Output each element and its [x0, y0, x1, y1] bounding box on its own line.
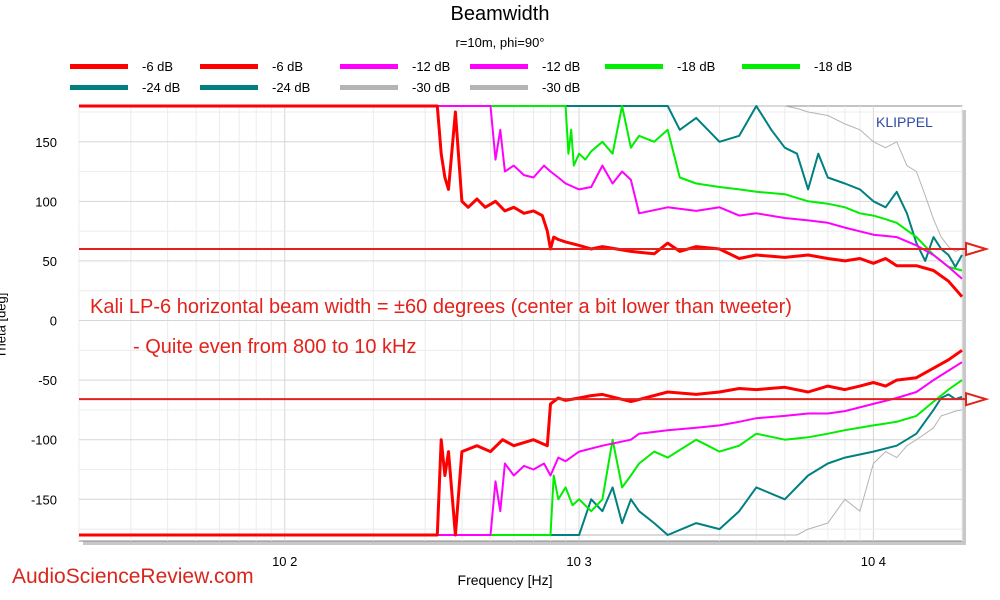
annotation-beam-width: Kali LP-6 horizontal beam width = ±60 de… [90, 296, 792, 318]
y-tick-label: 100 [35, 194, 57, 209]
y-tick-label: -50 [38, 373, 57, 388]
x-tick-label: 10 3 [566, 554, 591, 569]
legend: -6 dB -6 dB -12 dB -12 dB -18 dB -18 dB -24 dB… [70, 58, 950, 100]
legend-label: -12 dB [412, 59, 451, 74]
legend-swatch [70, 85, 128, 90]
legend-swatch [470, 85, 528, 90]
legend-label: -24 dB [142, 80, 181, 95]
legend-swatch [470, 64, 528, 69]
series-line [79, 105, 963, 280]
legend-swatch [605, 64, 663, 69]
x-tick-label: 10 4 [861, 554, 886, 569]
series-line [79, 105, 963, 268]
legend-swatch [70, 64, 128, 69]
series-line [79, 105, 963, 252]
legend-label: -30 dB [412, 80, 451, 95]
chart-title: Beamwidth [450, 3, 550, 25]
klippel-watermark: KLIPPEL [876, 114, 933, 130]
y-tick-label: 150 [35, 135, 57, 150]
y-tick-label: 50 [43, 254, 57, 269]
y-tick-label: -150 [31, 492, 57, 507]
legend-swatch [742, 64, 800, 69]
site-watermark: AudioScienceReview.com [12, 565, 254, 588]
x-tick-label: 10 2 [272, 554, 297, 569]
x-axis-label: Frequency [Hz] [457, 572, 553, 588]
legend-swatch [200, 64, 258, 69]
series-line [79, 104, 964, 298]
legend-label: -18 dB [814, 59, 853, 74]
series-line [79, 393, 963, 536]
legend-label: -24 dB [272, 80, 311, 95]
chart-subtitle: r=10m, phi=90° [455, 35, 545, 50]
reference-arrow [965, 241, 990, 257]
series-line [79, 379, 963, 536]
series-line [79, 409, 963, 536]
legend-swatch [340, 64, 398, 69]
series-line [79, 361, 963, 536]
y-tick-label: -100 [31, 433, 57, 448]
legend-swatch [200, 85, 258, 90]
legend-label: -12 dB [542, 59, 581, 74]
legend-label: -6 dB [142, 59, 174, 74]
legend-label: -6 dB [272, 59, 304, 74]
legend-label: -30 dB [542, 80, 581, 95]
legend-label: -18 dB [677, 59, 716, 74]
series-line [79, 105, 963, 272]
annotation-even-range: - Quite even from 800 to 10 kHz [133, 336, 417, 358]
y-tick-label: 0 [50, 314, 57, 329]
y-axis-label: Theta [deg] [0, 292, 9, 359]
series-line [79, 349, 963, 537]
reference-arrow [965, 391, 990, 407]
legend-swatch [340, 85, 398, 90]
